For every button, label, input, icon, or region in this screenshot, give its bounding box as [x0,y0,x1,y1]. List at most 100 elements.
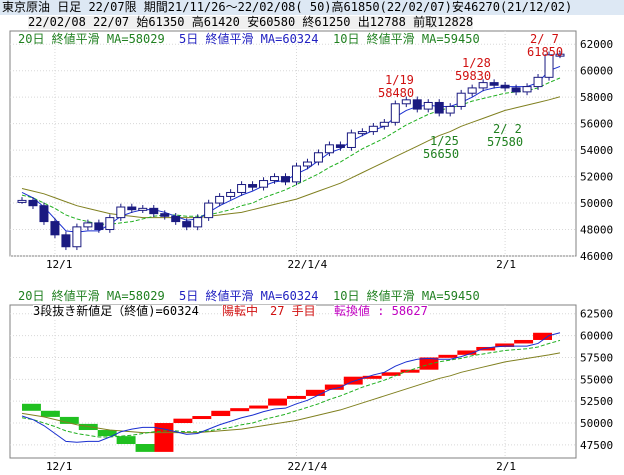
candle-body [357,131,367,135]
top-x-tick-label: 12/1 [46,258,73,271]
candle-body [83,222,93,228]
candle-body [522,86,532,93]
candle-body [401,99,411,105]
up-brick [400,369,420,373]
candle-body [72,226,82,248]
candle-body [555,53,565,57]
candle-body [17,199,27,203]
bottom-y-tick-label: 60000 [580,330,613,343]
candle-body [149,207,159,215]
candle-body [302,161,312,167]
candle-body [346,132,356,148]
candle-body [160,213,170,217]
top-panel: 62000 60000 58000 56000 54000 52000 50000 48000… [9,30,613,271]
down-brick [40,410,60,417]
up-brick [324,384,344,390]
top-y-tick-label: 62000 [580,38,613,51]
bottom-y-tick-label: 52500 [580,395,613,408]
bottom-legend-ma10: 10日 終値平滑 MA=59450 [333,289,480,303]
annotation-5-date: 2/ 7 [530,32,559,46]
bottom-y-tick-label: 50000 [580,417,613,430]
candle-body [116,206,126,219]
candle-body [291,165,301,183]
top-y-tick-label: 46000 [580,250,613,263]
up-brick [343,376,363,385]
bottom-panel: 62500 60000 57500 55000 52500 50000 47500 12/1… [9,304,613,473]
candle-body [478,82,488,89]
bottom-ma20-line [21,352,561,434]
up-brick [495,343,515,347]
annotation-4-date: 2/ 2 [493,122,522,136]
candle-body [489,82,499,86]
bottom-ma10-line [21,339,561,438]
bottom-legend-reversal-value: 転換値 : 58627 [334,304,428,318]
bottom-x-tick-label: 22/1/4 [287,460,327,473]
up-brick [287,395,306,399]
candle-body [39,205,49,223]
down-brick [59,416,79,424]
top-x-tick-label: 22/1/4 [287,258,327,271]
top-ma20-line [21,96,561,219]
up-brick [419,357,439,370]
bottom-legend-linebreak: 3段抜き新値足（終値)=60324 [33,304,199,318]
bottom-ma5-line [21,332,561,443]
bottom-panel-frame [9,304,577,459]
annotation-3-date: 1/28 [462,56,491,70]
up-brick [438,354,458,358]
ma10-line [21,77,561,225]
up-brick [268,398,287,406]
candle-body [412,99,422,110]
bottom-x-axis-labels: 12/1 22/1/4 2/1 [46,460,516,473]
candle-body [544,54,554,78]
ma20-line [21,96,561,219]
up-brick [305,389,325,396]
bottom-y-tick-label: 62500 [580,308,613,321]
annotation-3-value: 59830 [455,69,492,83]
top-y-tick-label: 58000 [580,91,613,104]
up-brick [381,372,401,376]
top-y-tick-label: 52000 [580,171,613,184]
top-y-tick-label: 50000 [580,197,613,210]
candle-body [379,121,389,127]
header-ohlc: 22/02/08 22/07 始61350 高61420 安60580 終612… [28,15,474,29]
up-brick [457,350,477,355]
candle-body [511,87,521,93]
legend-ma10: 10日 終値平滑 MA=59450 [333,32,480,46]
candle-body [138,207,148,211]
down-brick [135,444,155,452]
header-bar [0,0,624,15]
up-brick [211,410,231,417]
candle-body [193,217,203,228]
up-brick [154,423,174,452]
candle-body [215,195,225,204]
annotation-4-value: 57580 [487,135,524,149]
up-brick [362,375,382,379]
top-y-tick-label: 48000 [580,224,613,237]
top-x-axis-labels: 12/1 22/1/4 2/1 [46,258,516,271]
candle-body [248,184,258,188]
down-brick [22,403,41,411]
up-brick [230,408,250,412]
top-panel-frame [9,30,577,257]
annotation-2-date: 1/25 [430,134,459,148]
up-brick [173,418,193,424]
candle-body [50,221,60,236]
bottom-ma20-line [21,352,561,434]
top-y-tick-label: 60000 [580,65,613,78]
bottom-ma10-line [21,339,561,438]
candle-body [204,202,214,219]
bottom-y-tick-label: 57500 [580,351,613,364]
bottom-legend-ma5: 5日 終値平滑 MA=60324 [179,289,319,303]
candle-body [182,221,192,228]
down-brick [97,430,117,437]
candle-body [171,215,181,223]
candle-body [313,152,323,163]
candle-body [423,101,433,110]
candle-body [281,176,291,183]
annotation-5-value: 61850 [527,45,564,59]
candle-body [270,176,280,182]
candle-body [61,234,71,248]
top-y-tick-label: 54000 [580,144,613,157]
candle-body [259,180,269,188]
candle-body [434,101,444,114]
